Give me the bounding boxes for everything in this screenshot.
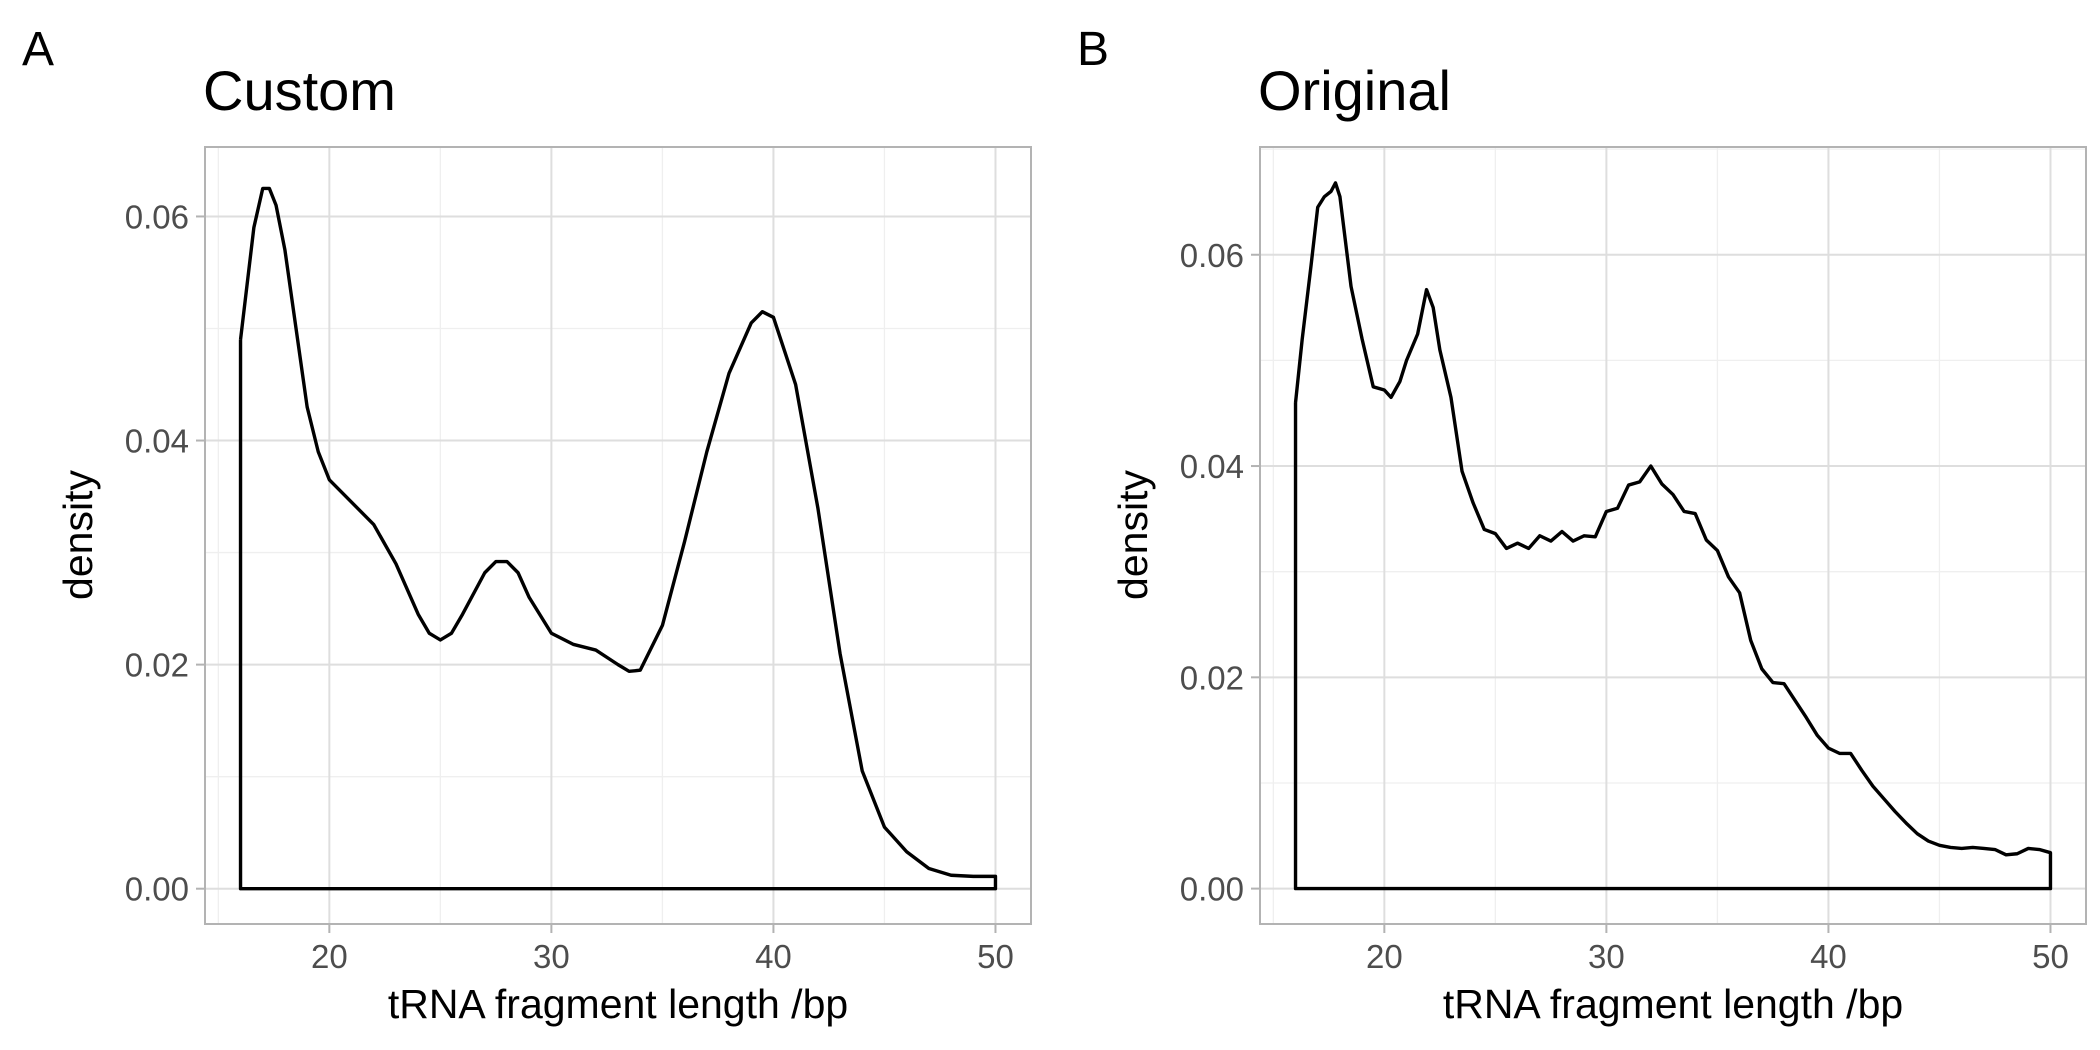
panel-b-y-tick-label: 0.04	[1180, 448, 1244, 485]
panel-a-y-axis-title: density	[55, 470, 101, 600]
panel-a-title: Custom	[203, 59, 396, 122]
panel-a-x-tick-label: 50	[977, 938, 1014, 975]
panel-a-y-tick-label: 0.04	[125, 423, 189, 460]
panel-b-y-axis-title: density	[1110, 470, 1156, 600]
panel-a-x-tick-label: 40	[755, 938, 792, 975]
panel-a-x-tick-label: 20	[311, 938, 348, 975]
panel-b-x-axis-title: tRNA fragment length /bp	[1443, 981, 1903, 1027]
panel-a-y-tick-label: 0.00	[125, 871, 189, 908]
panel-b-x-tick-label: 30	[1588, 938, 1625, 975]
panel-a-y-tick-label: 0.02	[125, 647, 189, 684]
panel-b-x-tick-label: 20	[1366, 938, 1403, 975]
panel-b-y-tick-label: 0.02	[1180, 659, 1244, 696]
panel-b-y-tick-label: 0.00	[1180, 871, 1244, 908]
panel-b-x-tick-label: 50	[2032, 938, 2069, 975]
panel-b-tag: B	[1077, 23, 1109, 76]
panel-a-x-tick-label: 30	[533, 938, 570, 975]
panel-b-x-tick-label: 40	[1810, 938, 1847, 975]
panel-a-tag: A	[22, 23, 54, 76]
panel-b-title: Original	[1258, 59, 1451, 122]
panel-a-x-axis-title: tRNA fragment length /bp	[388, 981, 848, 1027]
panel-b-y-tick-label: 0.06	[1180, 237, 1244, 274]
panel-a-y-tick-label: 0.06	[125, 198, 189, 235]
